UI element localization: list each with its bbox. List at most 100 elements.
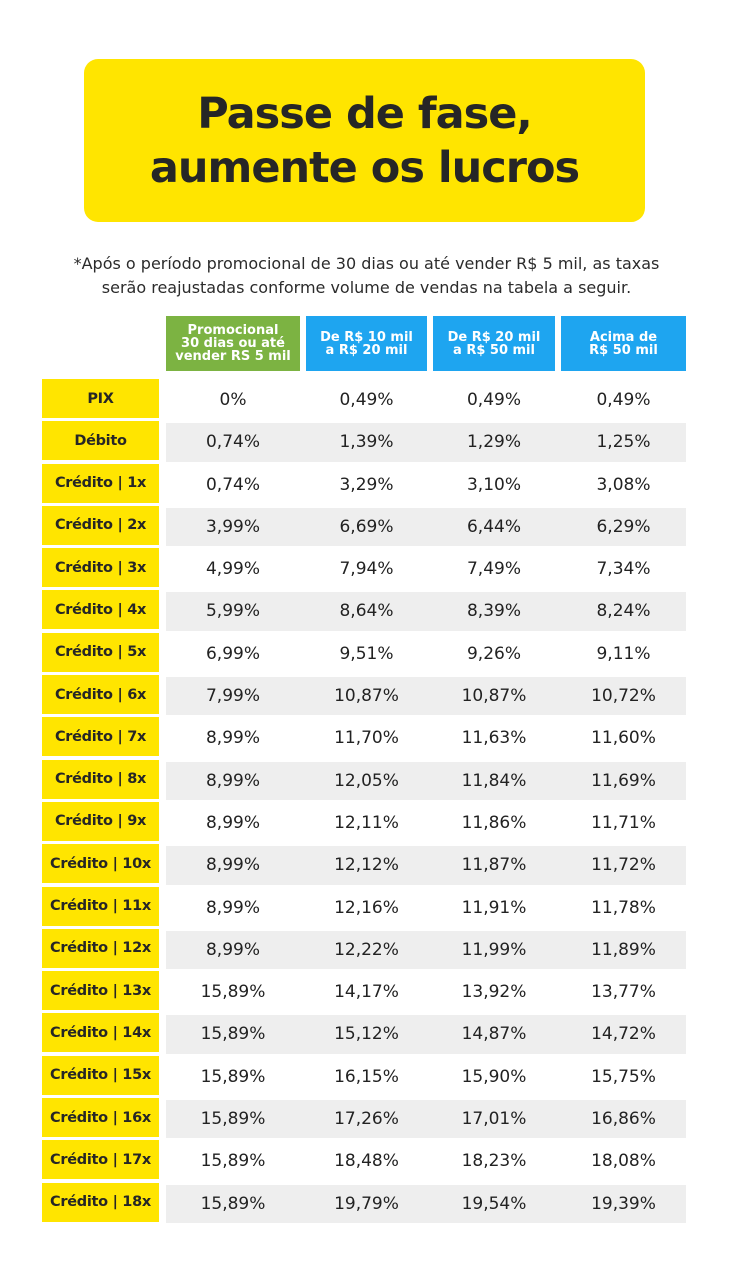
rate-cell: 11,91% xyxy=(461,897,527,918)
table-row: Crédito | 9x 8,99% 12,11% 11,86% 11,71% xyxy=(42,801,686,844)
header-10-20-mil-line-2: a R$ 20 mil xyxy=(325,342,408,358)
fee-table: PIX 0% 0,49% 0,49% 0,49% Débito 0,74% 1,39% 1,29… xyxy=(42,379,686,1225)
rate-cell: 0% xyxy=(219,390,247,410)
rate-cell: 4,99% xyxy=(205,559,260,580)
rate-cell: 6,69% xyxy=(339,516,394,537)
rate-cell: 15,75% xyxy=(591,1066,656,1087)
table-row: Crédito | 17x 15,89% 18,48% 18,23% 18,08% xyxy=(42,1140,686,1182)
rate-cell: 0,49% xyxy=(596,390,651,410)
row-label: Crédito | 12x xyxy=(42,928,159,968)
title-banner: Passe de fase, aumente os lucros xyxy=(84,59,645,222)
header-promocional-line-3: vender RS 5 mil xyxy=(175,349,291,364)
rate-cell: 12,05% xyxy=(334,770,399,791)
row-label: Crédito | 5x xyxy=(42,632,159,672)
rate-cell: 1,25% xyxy=(596,432,651,453)
rate-cell: 15,89% xyxy=(200,1151,266,1172)
rate-cell: 7,34% xyxy=(596,559,651,580)
table-row: Crédito | 18x 15,89% 19,79% 19,54% 19,39% xyxy=(42,1182,686,1225)
rate-cell: 6,29% xyxy=(596,516,651,537)
rate-cell: 16,15% xyxy=(334,1066,399,1087)
rate-cell: 10,87% xyxy=(334,686,399,707)
rate-cell: 17,26% xyxy=(334,1109,399,1130)
row-label: Crédito | 4x xyxy=(42,590,159,630)
row-stripe xyxy=(166,677,686,716)
fee-note-line-2: serão reajustadas conforme volume de ven… xyxy=(101,278,632,297)
row-label: PIX xyxy=(42,379,159,418)
table-row: Débito 0,74% 1,39% 1,29% 1,25% xyxy=(42,421,686,463)
row-stripe xyxy=(166,846,686,885)
table-row: Crédito | 2x 3,99% 6,69% 6,44% 6,29% xyxy=(42,505,686,548)
rate-cell: 8,99% xyxy=(205,770,260,791)
rate-cell: 12,12% xyxy=(334,855,399,876)
rate-cell: 11,69% xyxy=(591,770,656,791)
rate-cell: 12,22% xyxy=(334,939,399,960)
rate-cell: 11,99% xyxy=(461,939,527,960)
table-row: Crédito | 12x 8,99% 12,22% 11,99% 11,89% xyxy=(42,928,686,971)
rate-cell: 15,89% xyxy=(200,1066,266,1087)
row-stripe xyxy=(166,761,686,800)
rate-cell: 19,39% xyxy=(591,1193,656,1214)
row-label: Crédito | 11x xyxy=(42,886,159,926)
table-row: Crédito | 3x 4,99% 7,94% 7,49% 7,34% xyxy=(42,548,686,590)
rate-cell: 15,12% xyxy=(334,1024,399,1045)
row-label: Crédito | 10x xyxy=(42,844,159,884)
table-row: Crédito | 1x 0,74% 3,29% 3,10% 3,08% xyxy=(42,463,686,506)
header-acima-50-mil-line-1: Acima de xyxy=(589,329,658,345)
rate-cell: 8,39% xyxy=(466,601,521,622)
header-acima-50-mil: Acima de R$ 50 mil xyxy=(561,316,686,371)
table-row: Crédito | 5x 6,99% 9,51% 9,26% 9,11% xyxy=(42,632,686,675)
rate-cell: 9,11% xyxy=(596,643,651,664)
rate-cell: 7,99% xyxy=(205,686,260,707)
rate-cell: 8,99% xyxy=(205,897,260,918)
row-label: Crédito | 18x xyxy=(42,1182,159,1222)
row-label: Crédito | 2x xyxy=(42,505,159,545)
table-row: Crédito | 16x 15,89% 17,26% 17,01% 16,86% xyxy=(42,1098,686,1140)
table-row: Crédito | 15x 15,89% 16,15% 15,90% 15,75% xyxy=(42,1055,686,1098)
rate-cell: 12,11% xyxy=(334,812,399,833)
header-promocional-line-1: Promocional xyxy=(187,323,279,338)
rate-cell: 11,71% xyxy=(591,812,656,833)
rate-cell: 19,79% xyxy=(334,1193,399,1214)
rate-cell: 18,08% xyxy=(591,1151,656,1172)
header-20-50-mil-line-2: a R$ 50 mil xyxy=(453,342,535,358)
rate-cell: 13,92% xyxy=(461,982,527,1003)
rate-cell: 14,87% xyxy=(461,1024,527,1045)
rate-cell: 14,72% xyxy=(591,1024,656,1045)
rate-cell: 5,99% xyxy=(205,601,260,622)
table-row: Crédito | 6x 7,99% 10,87% 10,87% 10,72% xyxy=(42,675,686,717)
row-label: Crédito | 1x xyxy=(42,463,159,503)
rate-cell: 15,89% xyxy=(200,982,266,1003)
rate-cell: 3,10% xyxy=(466,474,521,495)
rate-cell: 18,48% xyxy=(334,1151,399,1172)
rate-cell: 11,86% xyxy=(461,812,527,833)
table-row: Crédito | 7x 8,99% 11,70% 11,63% 11,60% xyxy=(42,717,686,759)
row-label: Crédito | 17x xyxy=(42,1140,159,1180)
rate-cell: 8,99% xyxy=(205,939,260,960)
fee-note-line-1: *Após o período promocional de 30 dias o… xyxy=(73,254,660,273)
row-label: Crédito | 13x xyxy=(42,971,159,1011)
rate-cell: 8,99% xyxy=(205,855,260,876)
table-row: Crédito | 8x 8,99% 12,05% 11,84% 11,69% xyxy=(42,759,686,802)
table-row: PIX 0% 0,49% 0,49% 0,49% xyxy=(42,379,686,421)
rate-cell: 0,74% xyxy=(205,432,260,453)
rate-cell: 11,89% xyxy=(591,939,656,960)
rate-cell: 8,99% xyxy=(205,728,260,749)
header-10-20-mil-line-1: De R$ 10 mil xyxy=(320,329,413,345)
row-label: Débito xyxy=(42,421,159,461)
row-stripe xyxy=(166,1184,686,1223)
table-row: Crédito | 10x 8,99% 12,12% 11,87% 11,72% xyxy=(42,844,686,886)
header-20-50-mil-line-1: De R$ 20 mil xyxy=(447,329,541,345)
title-line-2: aumente os lucros xyxy=(149,142,580,193)
rate-cell: 19,54% xyxy=(461,1193,527,1214)
row-label: Crédito | 14x xyxy=(42,1013,159,1053)
rate-cell: 0,49% xyxy=(466,390,521,410)
row-label: Crédito | 15x xyxy=(42,1055,159,1095)
fee-note: *Após o período promocional de 30 dias o… xyxy=(20,252,713,300)
rate-cell: 1,39% xyxy=(339,432,394,453)
rate-cell: 13,77% xyxy=(591,982,656,1003)
rate-cell: 11,78% xyxy=(591,897,656,918)
rate-cell: 3,08% xyxy=(596,474,651,495)
rate-cell: 1,29% xyxy=(466,432,521,453)
rate-cell: 11,60% xyxy=(591,728,656,749)
rate-cell: 0,49% xyxy=(339,390,394,410)
